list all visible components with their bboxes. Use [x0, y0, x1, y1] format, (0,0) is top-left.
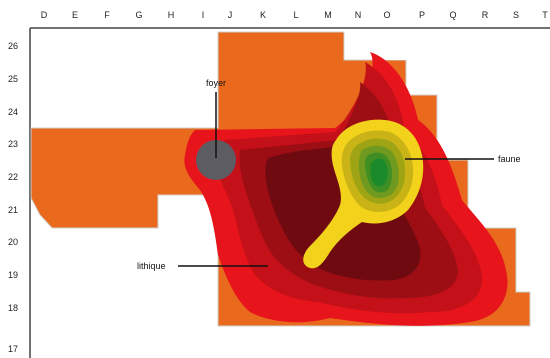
- row-label-19: 19: [8, 270, 18, 280]
- col-label-j: J: [228, 10, 233, 20]
- foyer-label: foyer: [206, 78, 226, 88]
- row-label-24: 24: [8, 107, 18, 117]
- white-notch: [378, 32, 406, 60]
- col-label-h: H: [168, 10, 175, 20]
- col-label-t: T: [542, 10, 548, 20]
- row-label-17: 17: [8, 344, 18, 354]
- lithique-label: lithique: [137, 261, 166, 271]
- row-label-23: 23: [8, 139, 18, 149]
- col-label-f: F: [104, 10, 110, 20]
- col-label-g: G: [135, 10, 142, 20]
- col-label-n: N: [355, 10, 362, 20]
- col-label-o: O: [383, 10, 390, 20]
- col-label-l: L: [293, 10, 298, 20]
- faune-core-contour: [370, 158, 388, 187]
- col-label-s: S: [513, 10, 519, 20]
- row-label-25: 25: [8, 74, 18, 84]
- foyer-hearth-circle: [196, 140, 236, 180]
- row-label-20: 20: [8, 237, 18, 247]
- faune-label: faune: [498, 154, 521, 164]
- column-labels: D E F G H I J K L M N O P Q R S T: [41, 10, 549, 20]
- col-label-q: Q: [449, 10, 456, 20]
- col-label-e: E: [72, 10, 78, 20]
- row-labels: 26 25 24 23 22 21 20 19 18 17: [8, 41, 18, 354]
- row-label-26: 26: [8, 41, 18, 51]
- col-label-k: K: [260, 10, 266, 20]
- col-label-d: D: [41, 10, 48, 20]
- col-label-p: P: [419, 10, 425, 20]
- row-label-22: 22: [8, 172, 18, 182]
- axis-frame: [29, 27, 550, 358]
- row-label-21: 21: [8, 205, 18, 215]
- col-label-r: R: [482, 10, 489, 20]
- col-label-m: M: [324, 10, 332, 20]
- row-label-18: 18: [8, 303, 18, 313]
- col-label-i: I: [202, 10, 205, 20]
